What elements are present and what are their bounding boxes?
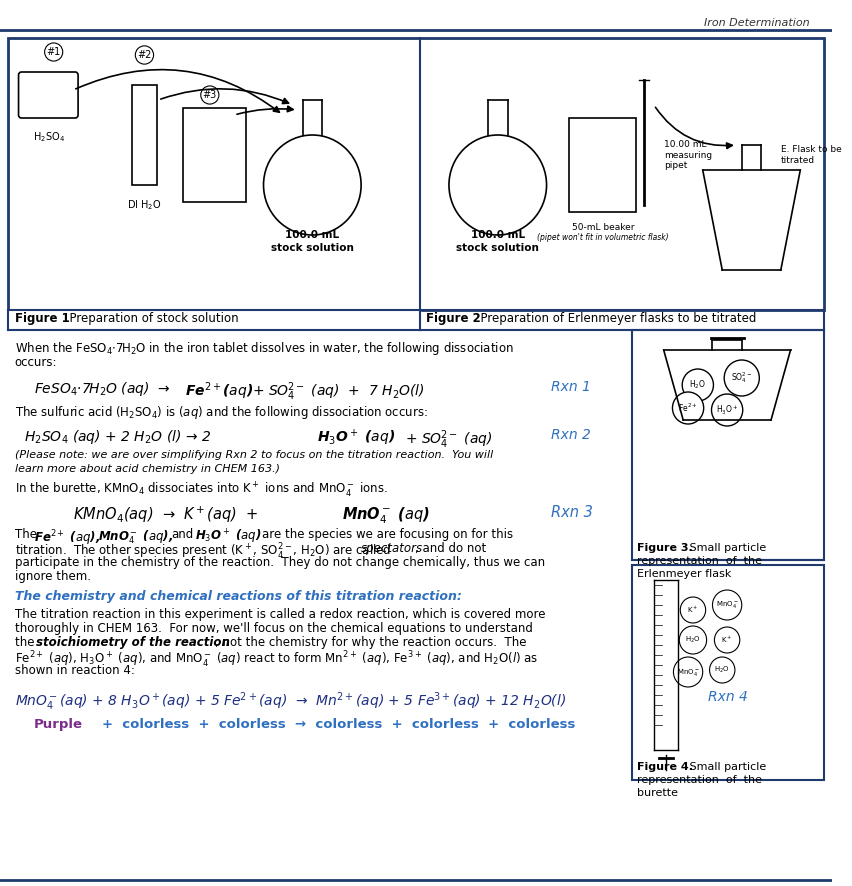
Text: Rxn 2: Rxn 2 [551,428,591,442]
Text: and: and [170,528,193,541]
Circle shape [679,626,706,654]
FancyBboxPatch shape [19,72,78,118]
Text: MnO$_4^-$: MnO$_4^-$ [676,666,699,678]
Text: Figure 1: Figure 1 [14,312,69,324]
Text: MnO$_4^-$($aq$) + 8 H$_3$O$^+$($aq$) + 5 Fe$^{2+}$($aq$)  →  Mn$^{2+}$($aq$) + 5: MnO$_4^-$($aq$) + 8 H$_3$O$^+$($aq$) + 5… [14,690,566,712]
Text: Figure 2: Figure 2 [425,312,481,324]
Text: , and do not: , and do not [415,542,486,555]
Text: #3: #3 [203,90,217,100]
Text: E. Flask to be
titrated: E. Flask to be titrated [780,145,842,165]
Text: + SO$_4^{2-}$ ($aq$)  +  7 H$_2$O($l$): + SO$_4^{2-}$ ($aq$) + 7 H$_2$O($l$) [252,380,424,402]
Text: Rxn 4: Rxn 4 [708,690,747,704]
Text: Rxn 3: Rxn 3 [551,505,593,520]
Circle shape [682,369,713,401]
Text: (pipet won't fit in volumetric flask): (pipet won't fit in volumetric flask) [538,233,669,242]
Text: stoichiometry of the reaction: stoichiometry of the reaction [36,636,230,649]
Text: Fe$^{2+}$($aq$): Fe$^{2+}$($aq$) [186,380,254,401]
Text: 100.0 mL: 100.0 mL [285,230,339,240]
Text: When the FeSO$_4$$\cdot$7H$_2$O in the iron tablet dissolves in water, the follo: When the FeSO$_4$$\cdot$7H$_2$O in the i… [14,340,514,357]
Text: KMnO$_4$($aq$)  →  K$^+$($aq$)  +: KMnO$_4$($aq$) → K$^+$($aq$) + [73,505,264,525]
Text: , not the chemistry for why the reaction occurs.  The: , not the chemistry for why the reaction… [215,636,527,649]
Text: +  colorless  +  colorless  →  colorless  +  colorless  +  colorless: + colorless + colorless → colorless + co… [102,718,576,731]
Text: H$_2$O: H$_2$O [689,378,706,392]
Circle shape [711,394,743,426]
Text: 10.00 mL
measuring
pipet: 10.00 mL measuring pipet [664,140,711,170]
Text: Rxn 1: Rxn 1 [551,380,591,394]
FancyBboxPatch shape [632,565,824,780]
Text: Fe$^{2+}$ ($aq$), H$_3$O$^+$ ($aq$), and MnO$_4^-$ ($aq$) react to form Mn$^{2+}: Fe$^{2+}$ ($aq$), H$_3$O$^+$ ($aq$), and… [14,650,538,670]
Text: shown in reaction 4:: shown in reaction 4: [14,664,135,677]
Text: MnO$_4^-$: MnO$_4^-$ [716,600,739,610]
Circle shape [673,657,703,687]
FancyBboxPatch shape [8,38,824,310]
Text: FeSO$_4$$\cdot$7H$_2$O ($aq$)  →: FeSO$_4$$\cdot$7H$_2$O ($aq$) → [34,380,176,398]
Text: K$^+$: K$^+$ [722,635,733,645]
Text: (Please note: we are over simplifying Rxn 2 to focus on the titration reaction. : (Please note: we are over simplifying Rx… [14,450,493,460]
Text: SO$_4^{2-}$: SO$_4^{2-}$ [731,370,752,385]
Text: H$_3$O$^+$ ($aq$): H$_3$O$^+$ ($aq$) [317,428,395,448]
Text: The titration reaction in this experiment is called a redox reaction, which is c: The titration reaction in this experimen… [14,608,545,621]
Text: MnO$_4^-$ ($aq$),: MnO$_4^-$ ($aq$), [98,528,173,546]
Text: stock solution: stock solution [271,243,354,253]
Text: stock solution: stock solution [457,243,539,253]
Text: thoroughly in CHEM 163.  For now, we'll focus on the chemical equations to under: thoroughly in CHEM 163. For now, we'll f… [14,622,532,635]
FancyBboxPatch shape [132,85,157,185]
Text: H$_3$O$^+$: H$_3$O$^+$ [716,403,739,416]
Text: occurs:: occurs: [14,356,57,369]
Circle shape [449,135,547,235]
Text: spectators: spectators [361,542,423,555]
Text: ignore them.: ignore them. [14,570,90,583]
Text: H$_2$SO$_4$ ($aq$) + 2 H$_2$O ($l$) → 2: H$_2$SO$_4$ ($aq$) + 2 H$_2$O ($l$) → 2 [25,428,213,446]
Text: MnO$_4^-$ ($aq$): MnO$_4^-$ ($aq$) [342,505,429,525]
Text: 100.0 mL: 100.0 mL [470,230,525,240]
Circle shape [672,392,704,424]
Text: participate in the chemistry of the reaction.  They do not change chemically, th: participate in the chemistry of the reac… [14,556,544,569]
Text: + SO$_4^{2-}$ ($aq$): + SO$_4^{2-}$ ($aq$) [405,428,492,451]
Circle shape [724,360,759,396]
Text: Fe$^{2+}$: Fe$^{2+}$ [678,401,698,414]
Text: learn more about acid chemistry in CHEM 163.): learn more about acid chemistry in CHEM … [14,464,279,474]
Circle shape [680,597,705,623]
Text: H$_2$O: H$_2$O [714,664,730,675]
Text: titration.  The other species present (K$^+$, SO$_4^{2-}$, H$_2$O) are called: titration. The other species present (K$… [14,542,391,562]
Text: . Preparation of stock solution: . Preparation of stock solution [62,312,239,324]
Text: The: The [14,528,40,541]
Text: burette: burette [637,788,678,798]
Text: H$_2$O: H$_2$O [685,635,701,645]
FancyBboxPatch shape [569,118,636,212]
Circle shape [263,135,361,235]
Text: Fe$^{2+}$ ($aq$),: Fe$^{2+}$ ($aq$), [34,528,101,548]
Text: 50-mL beaker: 50-mL beaker [572,223,635,232]
Text: DI H$_2$O: DI H$_2$O [127,198,162,212]
Text: In the burette, KMnO$_4$ dissociates into K$^+$ ions and MnO$_4^-$ ions.: In the burette, KMnO$_4$ dissociates int… [14,480,388,499]
Text: are the species we are focusing on for this: are the species we are focusing on for t… [262,528,513,541]
FancyBboxPatch shape [632,330,824,560]
Circle shape [712,590,742,620]
Text: Figure 3.: Figure 3. [637,543,693,553]
Text: Erlenmeyer flask: Erlenmeyer flask [637,569,732,579]
Text: . Preparation of Erlenmeyer flasks to be titrated: . Preparation of Erlenmeyer flasks to be… [474,312,757,324]
Text: H$_2$SO$_4$: H$_2$SO$_4$ [32,130,65,144]
FancyBboxPatch shape [183,108,246,202]
Text: Small particle: Small particle [686,543,767,553]
Text: The sulfuric acid (H$_2$SO$_4$) is ($aq$) and the following dissociation occurs:: The sulfuric acid (H$_2$SO$_4$) is ($aq$… [14,404,428,421]
Text: K$^+$: K$^+$ [688,605,699,615]
Text: representation  of  the: representation of the [637,556,763,566]
Text: The chemistry and chemical reactions of this titration reaction:: The chemistry and chemical reactions of … [14,590,462,603]
Text: representation  of  the: representation of the [637,775,763,785]
Text: the: the [14,636,37,649]
Circle shape [715,627,740,653]
Text: Small particle: Small particle [686,762,767,772]
Text: H$_3$O$^+$ ($aq$): H$_3$O$^+$ ($aq$) [195,528,262,547]
Text: #2: #2 [137,50,152,60]
Circle shape [710,657,735,683]
Text: Purple: Purple [34,718,83,731]
Text: Figure 4.: Figure 4. [637,762,694,772]
Text: Iron Determination: Iron Determination [705,18,810,28]
Text: #1: #1 [47,47,60,57]
